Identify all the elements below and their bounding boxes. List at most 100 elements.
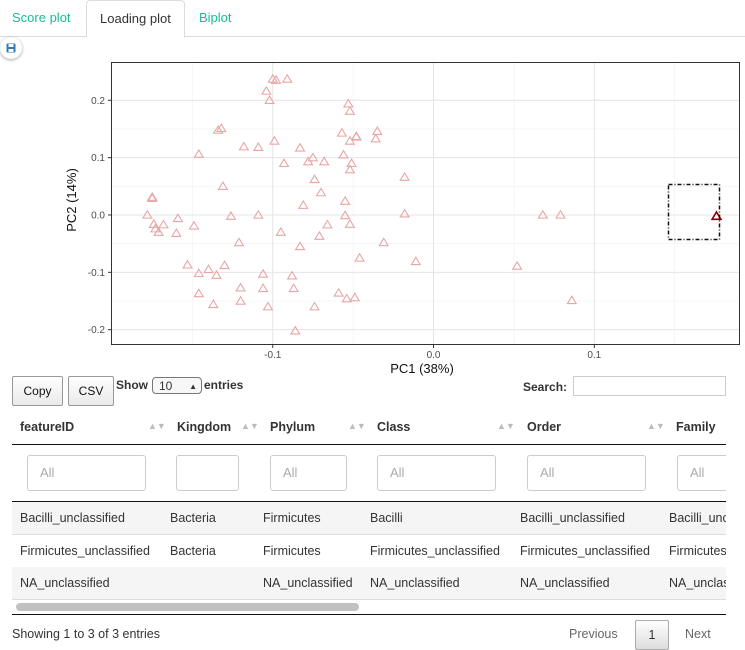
loading-point[interactable]	[207, 299, 219, 309]
loading-point[interactable]	[354, 252, 365, 262]
table-row[interactable]: Bacilli_unclassified Bacteria Firmicutes…	[12, 502, 726, 535]
loading-point[interactable]	[333, 287, 345, 297]
loading-point[interactable]	[399, 171, 410, 181]
loading-plot[interactable]: -0.1 0.0 0.1 -0.2 -0.1 0.0 0.1 0.2 PC1 (38%) PC…	[0, 52, 745, 377]
loading-point[interactable]	[264, 95, 275, 104]
loading-point[interactable]	[212, 124, 224, 134]
loading-point[interactable]	[141, 209, 153, 219]
loading-point[interactable]	[309, 301, 320, 311]
loading-point[interactable]	[193, 148, 205, 158]
sort-icon[interactable]: ▲▼	[497, 421, 515, 431]
col-header-family[interactable]: Family	[676, 420, 716, 434]
loading-point[interactable]	[339, 210, 351, 220]
page-length-select[interactable]: 10 ▲	[152, 377, 202, 394]
tab-biplot[interactable]: Biplot	[199, 10, 232, 25]
col-header-class[interactable]: Class	[377, 420, 411, 434]
tab-loading-plot[interactable]: Loading plot	[86, 0, 185, 38]
loading-point[interactable]	[172, 213, 184, 223]
loading-point[interactable]	[371, 125, 383, 135]
loading-point[interactable]	[235, 295, 246, 305]
loading-point[interactable]	[188, 220, 200, 230]
loading-point[interactable]	[555, 209, 566, 219]
loading-point[interactable]	[182, 259, 193, 269]
pagination-page-1[interactable]: 1	[635, 620, 669, 650]
pagination-previous[interactable]: Previous	[569, 627, 618, 641]
loading-point[interactable]	[318, 156, 330, 166]
loading-point[interactable]	[235, 282, 246, 292]
loading-point[interactable]	[278, 158, 290, 168]
table-row[interactable]: NA_unclassified NA_unclassified NA_uncla…	[12, 567, 726, 600]
scrollbar-thumb[interactable]	[16, 603, 359, 611]
loading-point[interactable]	[399, 208, 410, 218]
loading-point[interactable]	[410, 256, 422, 266]
loading-point[interactable]	[302, 156, 314, 166]
loading-point[interactable]	[307, 152, 319, 162]
loading-point[interactable]	[349, 292, 361, 302]
col-header-kingdom[interactable]: Kingdom	[177, 420, 232, 434]
pagination-next[interactable]: Next	[685, 627, 711, 641]
loading-point[interactable]	[338, 149, 349, 159]
loading-point[interactable]	[511, 260, 523, 270]
loading-point[interactable]	[268, 135, 280, 145]
save-plot-button[interactable]	[0, 37, 22, 59]
loading-point[interactable]	[281, 73, 293, 83]
loading-point[interactable]	[211, 269, 222, 279]
loading-point[interactable]	[252, 142, 264, 151]
search-input[interactable]	[573, 376, 726, 396]
loading-point[interactable]	[350, 131, 362, 141]
filter-phylum[interactable]: All	[270, 455, 347, 491]
loading-point[interactable]	[315, 187, 327, 197]
loading-point[interactable]	[336, 127, 348, 137]
loading-point[interactable]	[286, 270, 298, 280]
loading-point[interactable]	[238, 141, 250, 151]
filter-class[interactable]: All	[377, 455, 496, 491]
loading-point[interactable]	[193, 268, 205, 278]
loading-point[interactable]	[344, 105, 356, 115]
loading-point[interactable]	[217, 181, 229, 190]
loading-point[interactable]	[170, 228, 182, 238]
loading-point[interactable]	[275, 226, 287, 236]
loading-point[interactable]	[289, 325, 301, 335]
table-row[interactable]: Firmicutes_unclassified Bacteria Firmicu…	[12, 535, 726, 568]
sort-icon[interactable]: ▲▼	[241, 421, 259, 431]
loading-point[interactable]	[346, 158, 357, 168]
loading-point[interactable]	[153, 226, 165, 236]
loading-point[interactable]	[341, 293, 353, 303]
loading-point[interactable]	[267, 73, 279, 83]
loading-point[interactable]	[225, 210, 237, 220]
loading-point[interactable]	[288, 283, 300, 293]
loading-point[interactable]	[322, 219, 333, 229]
filter-family[interactable]: All	[677, 455, 726, 491]
loading-point[interactable]	[260, 85, 272, 95]
sort-icon[interactable]: ▲▼	[647, 421, 665, 431]
tab-score-plot[interactable]: Score plot	[12, 10, 71, 25]
loading-point[interactable]	[344, 164, 356, 174]
filter-order[interactable]: All	[527, 455, 646, 491]
loading-point[interactable]	[370, 133, 382, 143]
loading-point[interactable]	[203, 264, 214, 274]
loading-point[interactable]	[537, 209, 549, 219]
col-header-featureid[interactable]: featureID	[20, 420, 75, 434]
loading-point[interactable]	[146, 193, 158, 203]
loading-point[interactable]	[233, 237, 245, 247]
horizontal-scrollbar[interactable]	[12, 600, 726, 614]
loading-point[interactable]	[294, 142, 306, 152]
loading-point[interactable]	[146, 191, 158, 201]
loading-point[interactable]	[262, 301, 274, 311]
loading-point[interactable]	[270, 74, 282, 84]
loading-point[interactable]	[344, 218, 356, 228]
selected-loading-point[interactable]	[710, 210, 723, 221]
filter-kingdom[interactable]	[176, 455, 239, 491]
loading-point[interactable]	[294, 241, 306, 251]
filter-featureid[interactable]: All	[27, 455, 146, 491]
col-header-phylum[interactable]: Phylum	[270, 420, 316, 434]
loading-point[interactable]	[150, 223, 161, 233]
sort-icon[interactable]: ▲▼	[148, 421, 166, 431]
loading-point[interactable]	[309, 174, 320, 184]
loading-point[interactable]	[339, 195, 351, 205]
copy-button[interactable]: Copy	[12, 376, 63, 406]
loading-point[interactable]	[344, 135, 356, 145]
loading-point[interactable]	[252, 209, 264, 219]
loading-point[interactable]	[193, 288, 205, 298]
loading-point[interactable]	[314, 230, 325, 240]
